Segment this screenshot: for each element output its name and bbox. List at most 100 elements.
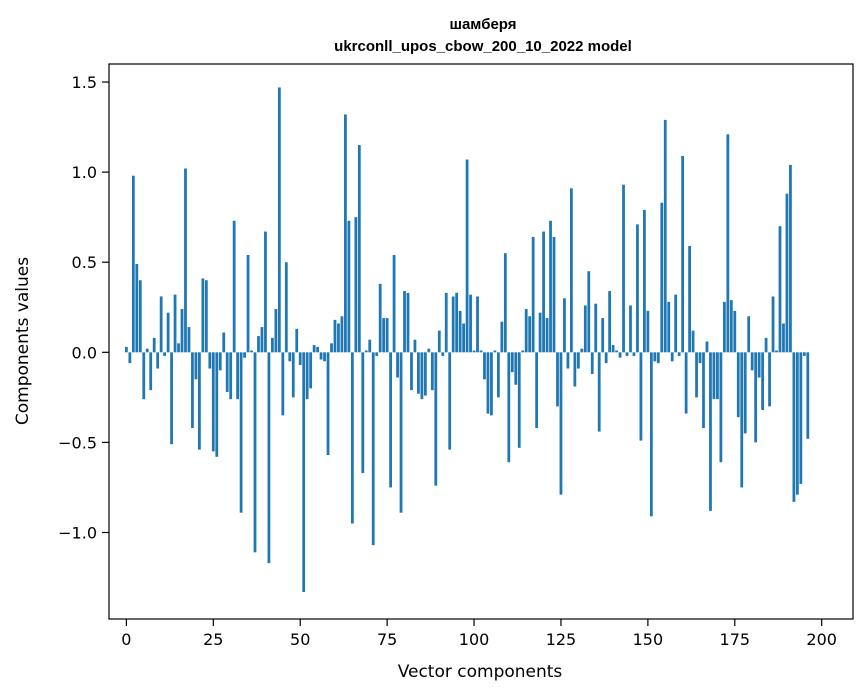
bar-55 [316, 346, 319, 353]
bar-182 [757, 352, 761, 378]
bar-49 [295, 328, 299, 353]
bar-157 [670, 352, 674, 362]
y-tick-label: 1.5 [72, 73, 97, 92]
y-tick-label: −1.0 [58, 524, 97, 543]
bar-171 [719, 352, 723, 463]
bar-131 [580, 348, 584, 353]
bar-158 [674, 294, 678, 353]
bar-113 [517, 352, 521, 448]
bar-23 [204, 280, 208, 353]
bar-90 [437, 330, 441, 353]
bar-121 [545, 318, 549, 353]
x-tick-label: 125 [546, 630, 577, 649]
bar-104 [486, 352, 490, 414]
bar-130 [576, 352, 580, 369]
bar-4 [138, 280, 142, 353]
bar-105 [490, 352, 493, 416]
bar-174 [729, 300, 733, 353]
bar-25 [211, 352, 215, 452]
bar-152 [653, 352, 657, 362]
bar-173 [726, 134, 730, 353]
y-tick-label: 0.0 [72, 343, 97, 362]
bar-16 [180, 309, 184, 353]
bar-192 [792, 352, 796, 502]
x-axis-label: Vector components [398, 662, 563, 682]
bar-129 [573, 352, 577, 387]
bar-11 [163, 352, 167, 356]
bar-140 [611, 345, 615, 353]
bar-114 [521, 350, 525, 353]
bar-115 [524, 309, 528, 353]
bar-71 [371, 352, 375, 546]
bar-5 [142, 352, 146, 400]
bar-101 [476, 296, 479, 353]
y-tick-label: 1.0 [72, 163, 97, 182]
x-tick-label: 25 [203, 630, 223, 649]
bar-13 [170, 352, 173, 445]
bar-170 [716, 352, 719, 400]
bar-73 [378, 283, 382, 353]
bar-2 [131, 175, 135, 353]
bar-138 [604, 352, 608, 364]
bar-14 [173, 294, 177, 353]
bar-122 [549, 220, 552, 353]
bar-93 [448, 352, 452, 450]
bar-57 [323, 352, 326, 362]
bar-61 [337, 323, 340, 353]
bar-149 [643, 209, 646, 353]
bar-38 [257, 336, 260, 353]
bar-185 [768, 352, 771, 407]
bar-109 [503, 253, 507, 353]
bar-39 [260, 327, 264, 353]
bar-181 [754, 352, 758, 443]
bar-44 [277, 87, 281, 353]
bar-160 [681, 155, 685, 353]
bar-143 [622, 184, 625, 353]
bar-60 [333, 319, 337, 353]
bar-84 [417, 352, 420, 394]
bar-0 [124, 346, 128, 353]
bar-1 [128, 352, 132, 364]
bar-103 [483, 352, 486, 380]
bar-3 [135, 264, 139, 353]
bar-32 [236, 352, 240, 400]
bar-92 [444, 292, 448, 353]
bar-53 [309, 352, 313, 389]
bar-70 [368, 339, 372, 353]
bar-27 [218, 352, 222, 371]
bar-164 [695, 352, 698, 398]
bar-30 [229, 352, 233, 400]
bar-172 [722, 301, 726, 353]
x-tick-label: 0 [121, 630, 131, 649]
bar-36 [250, 350, 253, 353]
bar-187 [775, 350, 778, 353]
bar-75 [385, 318, 389, 353]
bar-167 [705, 341, 709, 353]
bar-177 [740, 352, 744, 488]
bar-183 [761, 352, 764, 410]
bar-48 [291, 352, 295, 398]
bar-10 [159, 296, 163, 353]
bar-89 [434, 352, 438, 486]
bar-65 [350, 352, 354, 524]
bar-91 [441, 352, 445, 356]
bar-132 [583, 305, 587, 353]
bar-98 [465, 159, 469, 353]
bar-107 [496, 352, 500, 398]
bar-50 [298, 352, 302, 365]
chart-title: шамберя [449, 16, 516, 33]
bar-163 [691, 330, 695, 353]
bar-186 [771, 296, 775, 353]
bar-66 [354, 217, 358, 353]
bar-179 [747, 316, 751, 353]
bar-106 [493, 350, 497, 353]
bar-79 [399, 352, 403, 513]
bar-127 [566, 352, 570, 369]
bar-128 [570, 188, 573, 353]
bar-159 [677, 352, 681, 356]
bar-147 [636, 224, 639, 353]
bar-156 [667, 301, 671, 353]
bar-146 [632, 352, 636, 356]
bar-35 [246, 255, 250, 353]
bar-175 [733, 310, 737, 353]
